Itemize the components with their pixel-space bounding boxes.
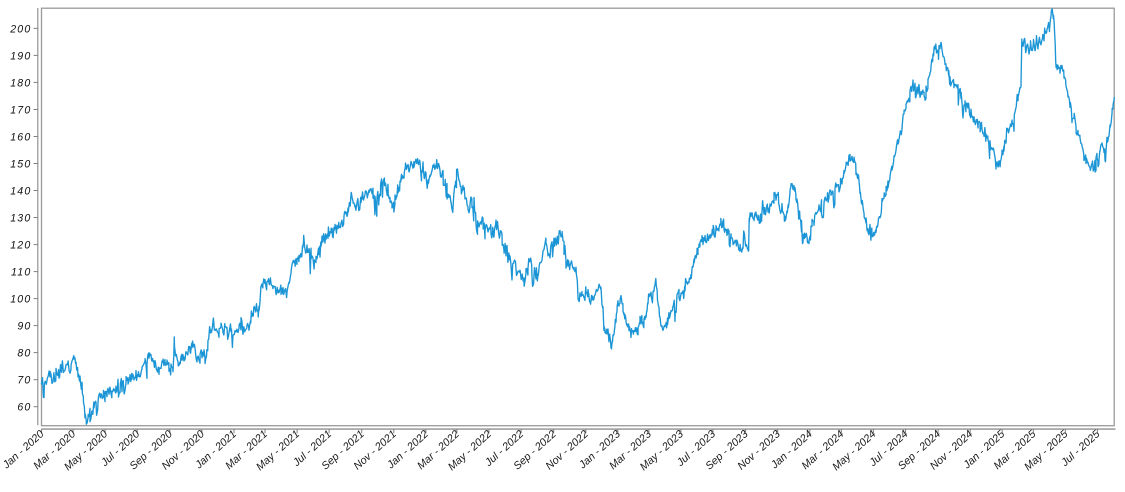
svg-text:80: 80: [17, 348, 31, 360]
svg-text:90: 90: [17, 321, 31, 333]
svg-text:70: 70: [17, 375, 31, 387]
svg-text:100: 100: [10, 294, 31, 306]
svg-text:200: 200: [9, 23, 31, 35]
svg-text:140: 140: [10, 185, 31, 197]
svg-text:60: 60: [17, 402, 31, 414]
svg-text:170: 170: [10, 104, 31, 116]
svg-text:190: 190: [10, 50, 31, 62]
svg-text:160: 160: [10, 131, 31, 143]
svg-text:130: 130: [10, 212, 31, 224]
svg-text:110: 110: [11, 267, 32, 279]
svg-text:180: 180: [10, 77, 31, 89]
svg-text:120: 120: [10, 240, 31, 252]
svg-text:150: 150: [10, 158, 31, 170]
